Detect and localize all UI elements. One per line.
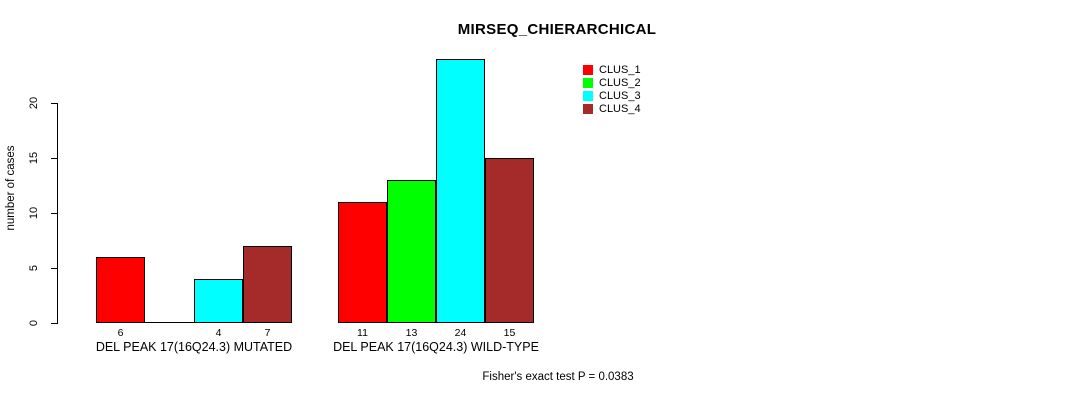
bar-value-label: 7 (264, 327, 271, 339)
bar-clus_3 (436, 59, 485, 323)
bar-value-label: 15 (503, 327, 516, 339)
x-group-label: DEL PEAK 17(16Q24.3) MUTATED (95, 340, 293, 354)
bar-value-label: 11 (357, 327, 368, 339)
bar-value-label: 6 (117, 327, 124, 339)
bar-clus_4 (485, 158, 534, 323)
y-axis-tick-label: 0 (28, 319, 40, 327)
fisher-test-annotation: Fisher's exact test P = 0.0383 (482, 371, 634, 383)
bar-clus_2-zero (145, 322, 194, 323)
x-group-label: DEL PEAK 17(16Q24.3) WILD-TYPE (333, 340, 539, 354)
y-axis-line (57, 103, 58, 324)
bar-clus_2 (387, 180, 436, 323)
legend: CLUS_1 CLUS_2 CLUS_3 CLUS_4 (583, 64, 641, 116)
bar-value-label: 13 (405, 327, 418, 339)
y-axis-tick-label: 5 (28, 264, 40, 272)
y-axis-tick-label: 15 (28, 151, 40, 165)
y-axis-tick (51, 213, 57, 214)
legend-label: CLUS_1 (599, 64, 641, 76)
y-axis-tick (51, 323, 57, 324)
legend-item: CLUS_3 (583, 90, 641, 102)
legend-color-swatch (583, 65, 593, 75)
legend-color-swatch (583, 104, 593, 114)
y-axis-tick (51, 158, 57, 159)
legend-color-swatch (583, 91, 593, 101)
bar-clus_1 (338, 202, 387, 323)
y-axis-tick (51, 103, 57, 104)
chart-title: MIRSEQ_CHIERARCHICAL (457, 21, 657, 38)
legend-item: CLUS_1 (583, 64, 641, 76)
y-axis-label: number of cases (5, 145, 17, 231)
y-axis-tick-label: 20 (28, 96, 40, 110)
y-axis-tick-label: 10 (28, 206, 40, 220)
legend-label: CLUS_4 (599, 103, 641, 115)
bar-clus_1 (96, 257, 145, 323)
legend-label: CLUS_3 (599, 90, 641, 102)
y-axis-tick (51, 268, 57, 269)
legend-item: CLUS_4 (583, 103, 641, 115)
bar-value-label: 24 (454, 327, 467, 339)
bar-clus_3 (194, 279, 243, 323)
bar-value-label: 4 (215, 327, 222, 339)
bar-clus_4 (243, 246, 292, 323)
legend-label: CLUS_2 (599, 77, 641, 89)
legend-item: CLUS_2 (583, 77, 641, 89)
legend-color-swatch (583, 78, 593, 88)
